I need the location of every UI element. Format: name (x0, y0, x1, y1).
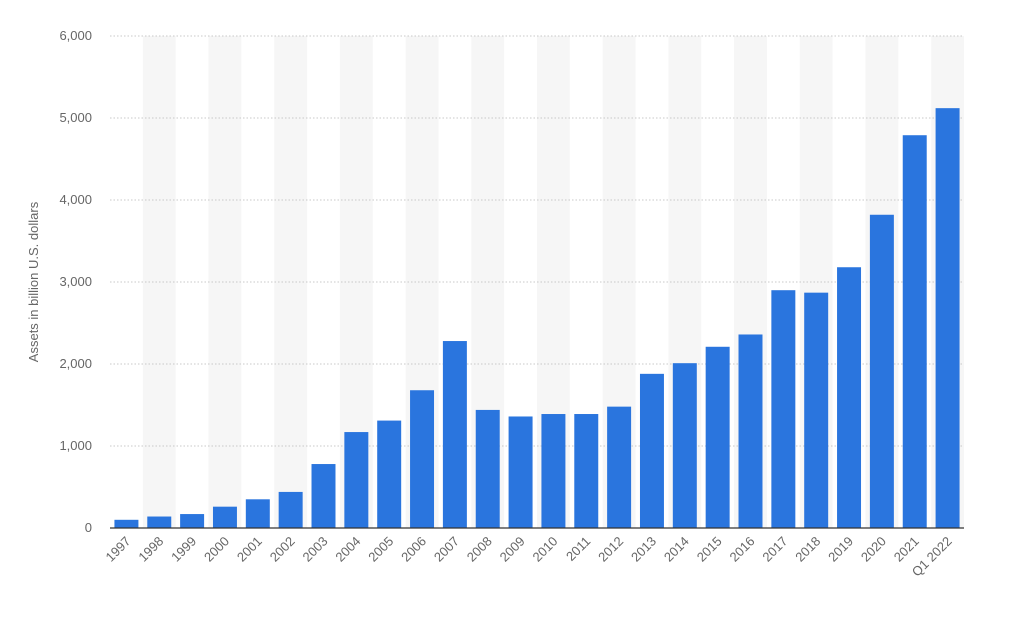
bar-2007 (442, 341, 467, 528)
x-tick-label: 1999 (168, 534, 199, 565)
bar-2017 (771, 290, 796, 528)
bar-2019 (837, 267, 862, 528)
y-axis-title: Assets in billion U.S. dollars (26, 201, 41, 362)
x-tick-label: 2020 (858, 534, 889, 565)
x-axis-ticks: 1997 1998 1999 2000 2001 2002 2003 2004 2005 2006… (102, 534, 954, 580)
bar-2006 (410, 390, 435, 528)
x-tick-label: 2017 (759, 534, 790, 565)
x-tick-label: 2008 (464, 534, 495, 565)
y-tick-label: 0 (85, 520, 92, 535)
bar-2011 (574, 414, 599, 528)
background-band (274, 36, 308, 528)
x-tick-label: 2000 (201, 534, 232, 565)
bar-2013 (639, 373, 664, 528)
x-tick-label: 2001 (234, 534, 265, 565)
x-tick-label: 2014 (661, 534, 692, 565)
x-tick-label: 2006 (398, 534, 429, 565)
bar-q1-2022 (935, 108, 960, 528)
x-tick-label: 2005 (365, 534, 396, 565)
y-tick-label: 3,000 (59, 274, 92, 289)
y-axis-ticks: 0 1,000 2,000 3,000 4,000 5,000 6,000 (59, 28, 92, 535)
bars (114, 108, 960, 528)
bar-1998 (147, 516, 172, 528)
x-tick-label: 1998 (135, 534, 166, 565)
x-tick-label: 2007 (431, 534, 462, 565)
x-tick-label: 2015 (694, 534, 725, 565)
bar-2008 (475, 409, 500, 528)
bar-2002 (278, 491, 303, 528)
bar-2016 (738, 334, 763, 528)
bar-2004 (344, 432, 369, 528)
y-tick-label: 1,000 (59, 438, 92, 453)
y-tick-label: 6,000 (59, 28, 92, 43)
x-tick-label: 2009 (497, 534, 528, 565)
x-tick-label: 2012 (595, 534, 626, 565)
background-band (208, 36, 242, 528)
bar-2012 (607, 406, 632, 528)
bar-2010 (541, 414, 566, 528)
bar-1999 (180, 514, 205, 528)
x-tick-label: 2003 (300, 534, 331, 565)
x-tick-label: 1997 (102, 534, 133, 565)
x-tick-label: 2016 (727, 534, 758, 565)
bar-2005 (377, 420, 402, 528)
y-tick-label: 5,000 (59, 110, 92, 125)
bar-2014 (672, 363, 697, 528)
x-tick-label: 2004 (332, 534, 363, 565)
bar-2003 (311, 464, 336, 528)
x-tick-label: 2018 (792, 534, 823, 565)
bar-2020 (869, 214, 894, 528)
x-tick-label: 2011 (563, 534, 593, 564)
bar-2000 (212, 506, 237, 528)
bar-2021 (902, 135, 927, 528)
bar-2015 (705, 346, 730, 528)
y-tick-label: 4,000 (59, 192, 92, 207)
x-tick-label: 2002 (267, 534, 298, 565)
bar-1997 (114, 519, 139, 528)
x-tick-label: 2019 (825, 534, 856, 565)
x-tick-label: 2010 (529, 534, 560, 565)
y-tick-label: 2,000 (59, 356, 92, 371)
bar-2009 (508, 416, 533, 528)
bar-2001 (245, 499, 270, 528)
x-tick-label: 2013 (628, 534, 659, 565)
bar-2018 (804, 292, 829, 528)
